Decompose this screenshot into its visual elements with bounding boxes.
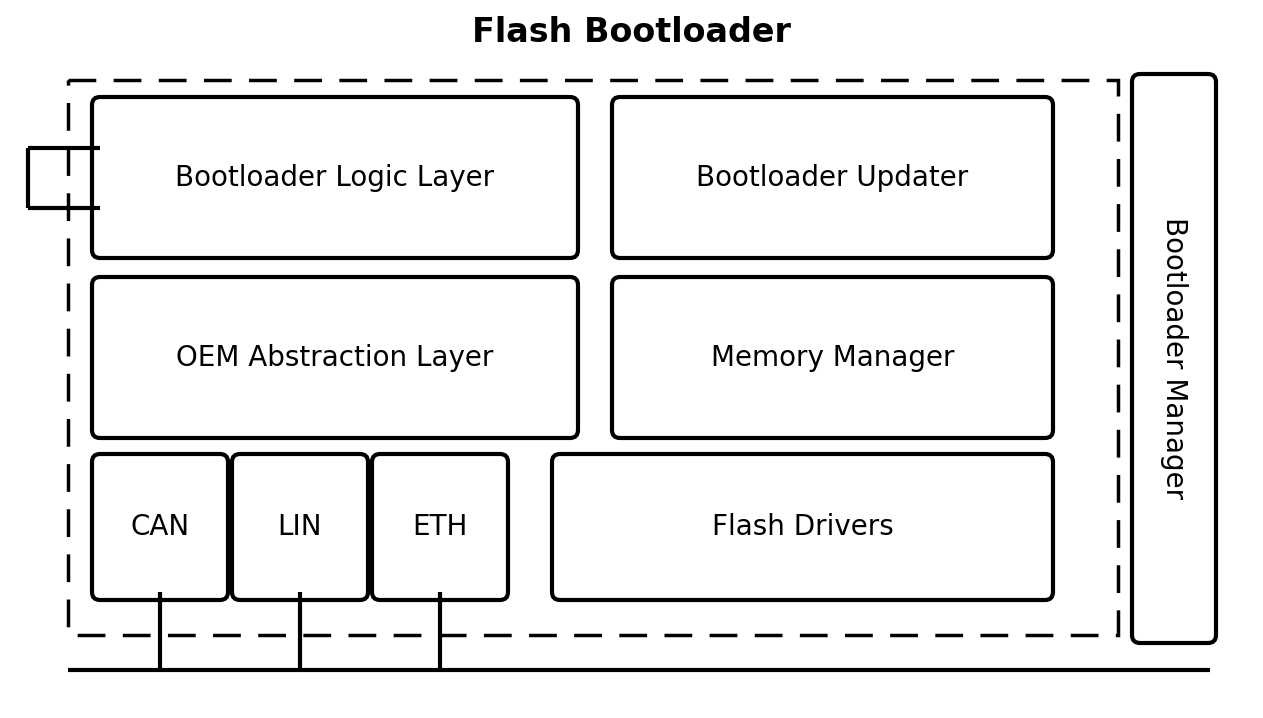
Text: Bootloader Manager: Bootloader Manager [1159, 218, 1188, 500]
Text: Bootloader Updater: Bootloader Updater [696, 164, 969, 192]
Text: Flash Bootloader: Flash Bootloader [472, 16, 791, 49]
FancyBboxPatch shape [92, 97, 578, 258]
Text: CAN: CAN [130, 513, 189, 541]
FancyBboxPatch shape [1132, 74, 1216, 643]
Text: LIN: LIN [278, 513, 322, 541]
Text: Memory Manager: Memory Manager [711, 343, 955, 371]
FancyBboxPatch shape [232, 454, 368, 600]
FancyBboxPatch shape [92, 454, 229, 600]
Text: Flash Drivers: Flash Drivers [711, 513, 893, 541]
Text: ETH: ETH [412, 513, 467, 541]
FancyBboxPatch shape [552, 454, 1053, 600]
Text: OEM Abstraction Layer: OEM Abstraction Layer [177, 343, 494, 371]
Text: Bootloader Logic Layer: Bootloader Logic Layer [176, 164, 495, 192]
FancyBboxPatch shape [373, 454, 508, 600]
FancyBboxPatch shape [613, 277, 1053, 438]
FancyBboxPatch shape [92, 277, 578, 438]
Bar [68, 80, 1118, 635]
FancyBboxPatch shape [613, 97, 1053, 258]
